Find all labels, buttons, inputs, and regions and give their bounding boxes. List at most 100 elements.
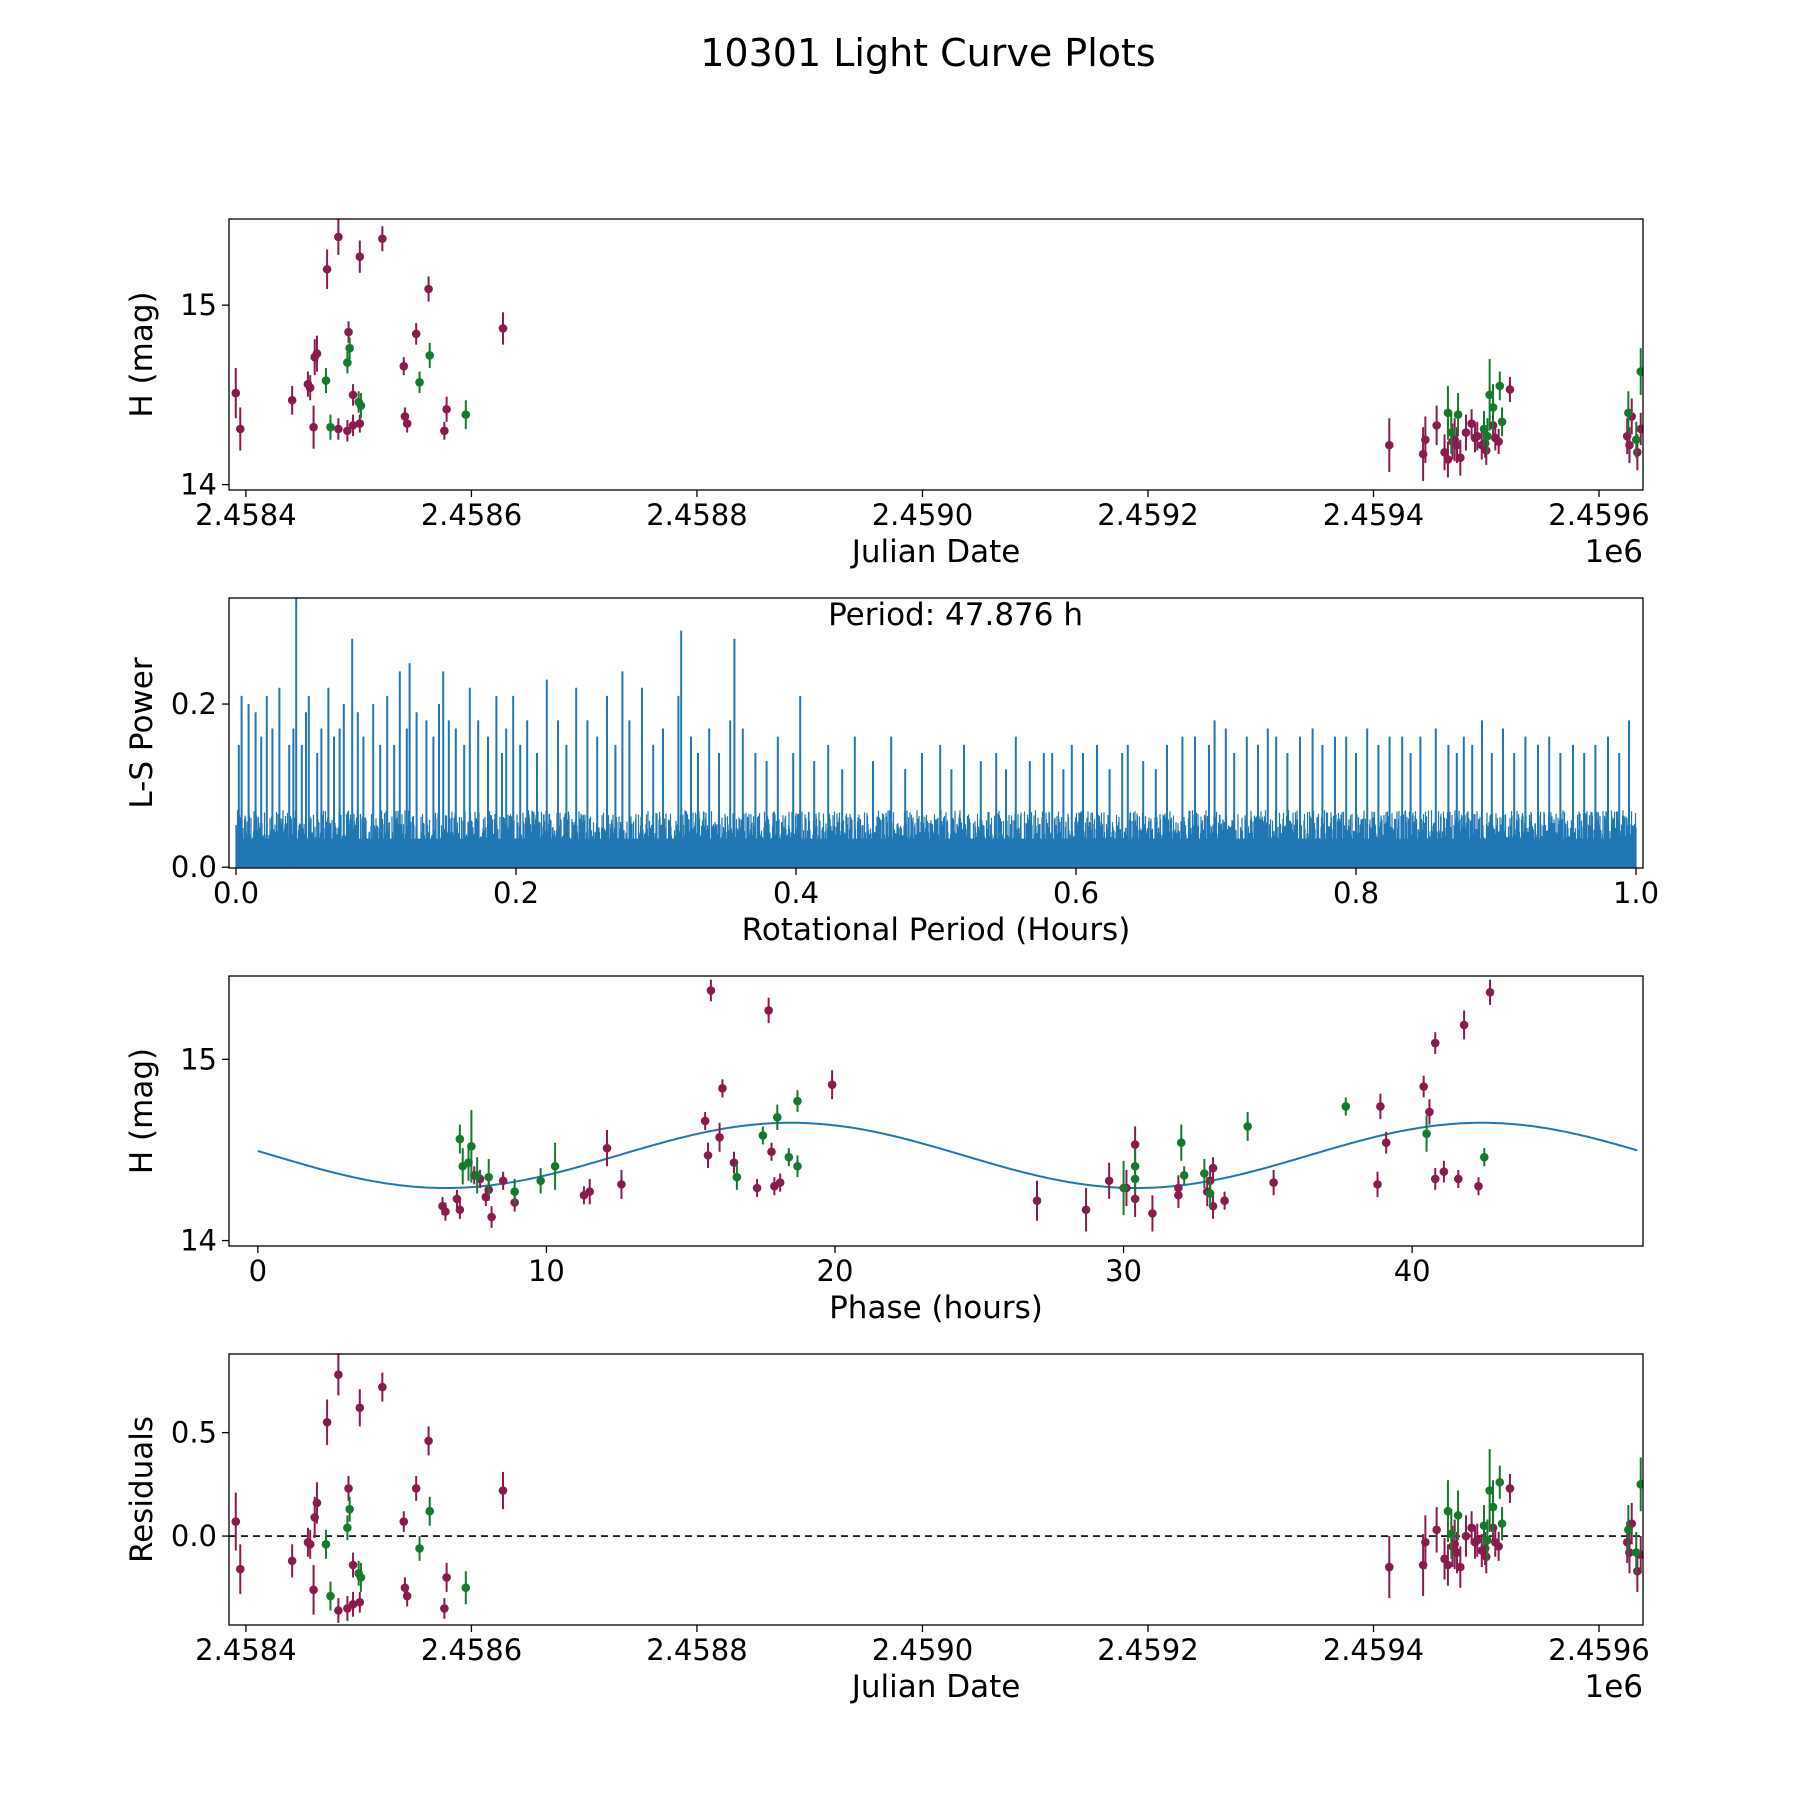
x-axis-label: Phase (hours) — [829, 1290, 1043, 1326]
data-point — [1381, 1138, 1391, 1148]
data-point — [326, 1591, 335, 1601]
data-point — [1483, 1535, 1492, 1545]
data-point — [321, 1540, 331, 1549]
data-point — [334, 1606, 343, 1615]
y-tick-label: 0.2 — [171, 687, 217, 721]
data-point — [355, 252, 365, 261]
phased-lightcurve-panel: 0 10 20 30 40 14 15 Phase (hours) H (mag) — [124, 975, 1644, 1326]
data-point — [1636, 424, 1643, 434]
purple-filter-series — [231, 1354, 1643, 1623]
x-tick-label: 2.4586 — [421, 1633, 522, 1667]
data-point — [402, 419, 412, 428]
data-point — [411, 329, 421, 339]
data-point — [424, 1436, 433, 1446]
data-point — [1636, 367, 1643, 376]
data-point — [1453, 410, 1463, 419]
data-point — [1376, 1102, 1385, 1111]
x-tick-label: 2.4596 — [1548, 1633, 1649, 1667]
data-point — [784, 1152, 794, 1162]
data-point — [1633, 448, 1642, 457]
data-point — [1119, 1183, 1128, 1193]
data-point — [235, 1564, 245, 1574]
y-axis-label: H (mag) — [124, 291, 160, 417]
data-point — [1104, 1176, 1114, 1186]
x-tick-label: 0.8 — [1333, 876, 1379, 910]
data-point — [309, 422, 318, 432]
data-point — [322, 264, 332, 274]
x-axis-label: Julian Date — [850, 1669, 1021, 1705]
y-axis-label: L-S Power — [124, 657, 160, 808]
data-point — [355, 1597, 365, 1607]
data-point — [1130, 1161, 1140, 1171]
x-tick-label: 2.4586 — [421, 498, 522, 532]
plot-area — [257, 979, 1638, 1232]
data-point — [287, 395, 297, 405]
data-point — [1422, 1129, 1431, 1138]
x-tick-label: 0.0 — [213, 876, 259, 910]
y-tick-label: 0.5 — [171, 1416, 217, 1450]
data-point — [1467, 419, 1476, 428]
data-point — [498, 324, 508, 333]
data-point — [455, 1134, 465, 1144]
data-point — [1505, 1484, 1515, 1493]
data-point — [441, 1207, 450, 1216]
data-point — [1472, 1535, 1482, 1545]
data-point — [718, 1084, 727, 1093]
data-point — [585, 1187, 595, 1196]
data-point — [767, 1147, 776, 1157]
data-point — [617, 1180, 626, 1189]
data-point — [1179, 1171, 1189, 1180]
data-point — [461, 1583, 471, 1593]
data-point — [1636, 1480, 1643, 1489]
data-point — [1456, 453, 1465, 462]
data-point — [355, 419, 365, 428]
data-point — [312, 1498, 322, 1508]
data-point — [345, 1504, 354, 1514]
data-point — [1505, 385, 1515, 394]
plot-area — [231, 219, 1643, 482]
data-point — [1494, 437, 1503, 446]
data-point — [498, 1176, 508, 1186]
data-point — [602, 1143, 612, 1153]
data-point — [484, 1172, 494, 1182]
x-tick-label: 20 — [817, 1254, 854, 1288]
data-point — [1497, 417, 1507, 427]
data-point — [1633, 1566, 1642, 1576]
data-point — [1130, 1140, 1140, 1149]
data-point — [440, 426, 449, 436]
x-tick-label: 2.4584 — [195, 1633, 296, 1667]
green-filter-series — [321, 337, 1643, 458]
x-axis-offset-label: 1e6 — [1584, 1669, 1643, 1705]
x-tick-label: 2.4588 — [646, 498, 747, 532]
data-point — [348, 1600, 358, 1609]
data-point — [1459, 1020, 1469, 1030]
data-point — [1625, 1548, 1634, 1557]
x-axis-label: Julian Date — [850, 534, 1021, 570]
data-point — [1432, 1525, 1441, 1535]
data-point — [334, 1370, 343, 1379]
data-point — [1452, 1548, 1462, 1557]
data-point — [700, 1116, 710, 1126]
data-point — [348, 1560, 358, 1570]
data-point — [415, 378, 424, 387]
data-point — [309, 1585, 318, 1595]
data-point — [305, 1540, 315, 1549]
data-point — [536, 1176, 545, 1186]
data-point — [442, 404, 451, 414]
data-point — [402, 1591, 412, 1601]
y-axis-label: H (mag) — [124, 1048, 160, 1174]
data-point — [1419, 1082, 1428, 1091]
data-point — [343, 358, 352, 367]
data-point — [1485, 390, 1494, 400]
x-tick-label: 40 — [1394, 1254, 1431, 1288]
data-point — [1479, 424, 1489, 434]
x-tick-label: 2.4588 — [646, 1633, 747, 1667]
data-point — [1384, 440, 1394, 450]
data-point — [321, 376, 331, 385]
data-point — [1443, 455, 1453, 464]
data-point — [356, 401, 366, 410]
data-point — [550, 1161, 560, 1171]
data-point — [1495, 381, 1505, 391]
data-point — [487, 1212, 496, 1222]
data-point — [764, 1006, 773, 1015]
